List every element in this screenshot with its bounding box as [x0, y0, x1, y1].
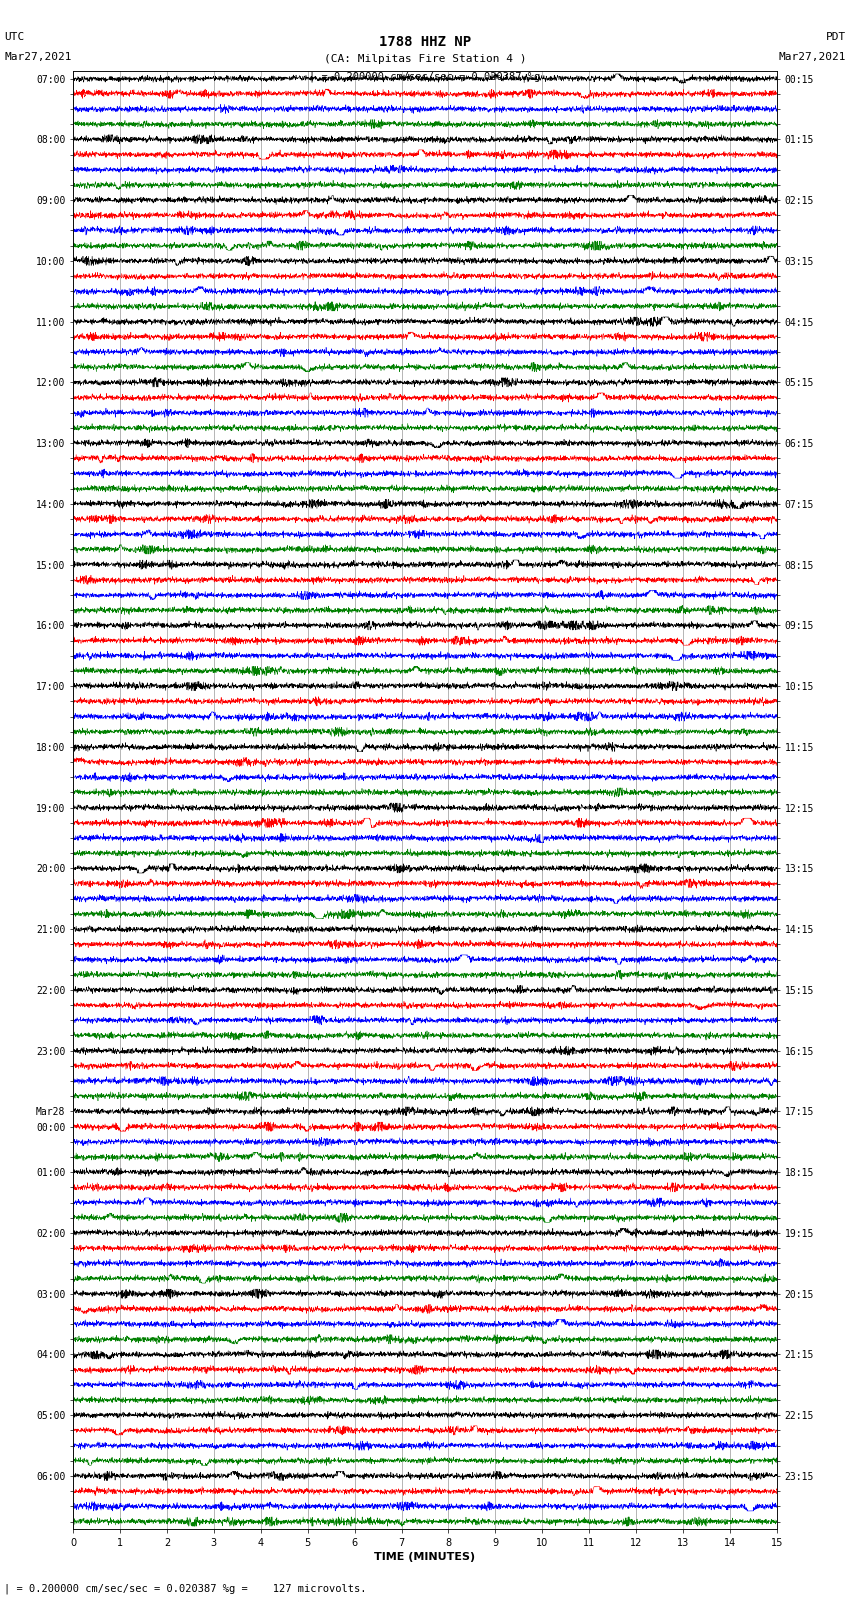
Text: UTC: UTC	[4, 32, 25, 42]
Text: Mar27,2021: Mar27,2021	[779, 52, 846, 61]
Text: (CA: Milpitas Fire Station 4 ): (CA: Milpitas Fire Station 4 )	[324, 53, 526, 65]
Text: PDT: PDT	[825, 32, 846, 42]
Text: | = 0.200000 cm/sec/sec = 0.020387 %g =    127 microvolts.: | = 0.200000 cm/sec/sec = 0.020387 %g = …	[4, 1582, 366, 1594]
X-axis label: TIME (MINUTES): TIME (MINUTES)	[375, 1552, 475, 1563]
Text: | = 0.200000 cm/sec/sec = 0.020387 %g: | = 0.200000 cm/sec/sec = 0.020387 %g	[309, 71, 541, 82]
Text: Mar27,2021: Mar27,2021	[4, 52, 71, 61]
Text: 1788 HHZ NP: 1788 HHZ NP	[379, 35, 471, 48]
